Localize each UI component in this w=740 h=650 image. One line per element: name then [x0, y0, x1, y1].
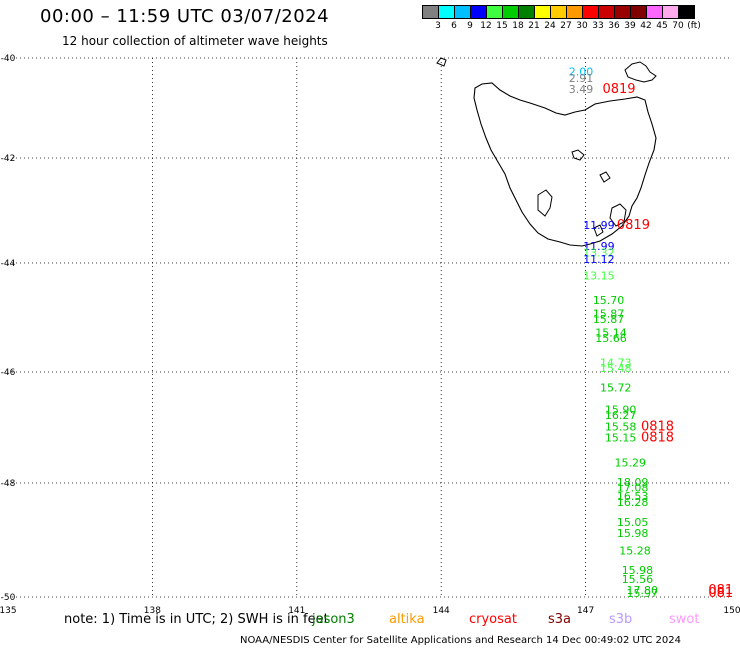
- lake-a: [571, 149, 585, 161]
- wave-height-label: 15.29: [614, 456, 646, 469]
- pass-time-label: 0819: [617, 218, 650, 233]
- legend-cryosat: cryosat: [469, 612, 517, 627]
- colorbar-label: (ft): [687, 21, 701, 31]
- bruny-island: [609, 203, 627, 227]
- pass-time-label: 0819: [602, 82, 635, 97]
- legend-jason3: jason3: [312, 612, 355, 627]
- wave-height-label: 16.53: [617, 490, 649, 503]
- latitude-label: -42: [1, 154, 16, 164]
- wave-height-label: 15.87: [593, 308, 625, 321]
- pass-time-label: 0818: [641, 430, 674, 445]
- wave-height-label: 11.99: [583, 240, 615, 253]
- longitude-label: 141: [288, 606, 305, 616]
- page-title: 00:00 – 11:59 UTC 03/07/2024: [40, 6, 330, 27]
- colorbar-label: 70: [672, 21, 684, 31]
- colorbar-label: 21: [528, 21, 540, 31]
- colorbar-label: 27: [560, 21, 572, 31]
- longitude-label: 144: [433, 606, 450, 616]
- wave-height-label: 15.98: [622, 564, 654, 577]
- pass-time-label: 081: [708, 586, 733, 601]
- latitude-label: -46: [1, 368, 16, 378]
- colorbar-label: 39: [624, 21, 636, 31]
- longitude-label: 135: [0, 606, 17, 616]
- footer-note: note: 1) Time is in UTC; 2) SWH is in fe…: [64, 612, 329, 627]
- longitude-label: 147: [577, 606, 594, 616]
- wave-height-label: 15.56: [622, 573, 654, 586]
- longitude-label: 138: [144, 606, 161, 616]
- pass-time-label: 0818: [641, 419, 674, 434]
- wave-height-label: 15.72: [600, 381, 632, 394]
- wave-height-label: 16.28: [617, 496, 649, 509]
- tasmania-coastline: [436, 57, 657, 247]
- wave-height-label: 13.15: [583, 269, 615, 282]
- page-subtitle: 12 hour collection of altimeter wave hei…: [62, 34, 328, 48]
- legend-altika: altika: [389, 612, 425, 627]
- wave-height-label: 15.97: [627, 587, 659, 600]
- colorbar: [422, 5, 695, 19]
- colorbar-labels: 3 6 9 12 15 18 21 24 27 30 33 36 39 42 45 70 (ft): [422, 21, 740, 33]
- colorbar-label: 6: [451, 21, 457, 31]
- colorbar-label: 33: [592, 21, 604, 31]
- wave-height-label: 17.08: [617, 482, 649, 495]
- lake-c: [599, 171, 611, 183]
- colorbar-swatch: [678, 5, 695, 19]
- longitude-label: 150: [723, 606, 740, 616]
- islet-a: [593, 224, 604, 237]
- wave-height-label: 15.70: [593, 294, 625, 307]
- wave-height-label: 13.32: [583, 247, 615, 260]
- wave-height-label: 15.05: [617, 516, 649, 529]
- pass-time-label: 081: [708, 583, 733, 598]
- colorbar-label: 18: [512, 21, 524, 31]
- legend-swot: swot: [669, 612, 700, 627]
- wave-height-label: 11.99: [583, 219, 615, 232]
- wave-height-label: 15.98: [617, 527, 649, 540]
- legend-s3b: s3b: [609, 612, 633, 627]
- wave-height-label: 2.00: [569, 66, 594, 79]
- wave-height-label: 11.12: [583, 253, 615, 266]
- wave-height-label: 3.49: [569, 83, 594, 96]
- colorbar-label: 9: [467, 21, 473, 31]
- wave-height-label: 17.80: [627, 584, 659, 597]
- wave-height-label: 15.66: [595, 332, 627, 345]
- latitude-label: -44: [1, 259, 16, 269]
- colorbar-label: 30: [576, 21, 588, 31]
- wave-height-label: 15.90: [605, 404, 637, 417]
- wave-height-label: 15.48: [600, 362, 632, 375]
- colorbar-label: 15: [496, 21, 508, 31]
- colorbar-label: 42: [640, 21, 652, 31]
- wave-height-label: 14.73: [600, 357, 632, 370]
- colorbar-label: 12: [480, 21, 492, 31]
- colorbar-label: 45: [656, 21, 668, 31]
- wave-height-label: 18.09: [617, 476, 649, 489]
- wave-height-label: 15.28: [619, 544, 651, 557]
- tasmania-landmass: [473, 82, 657, 247]
- latitude-label: -50: [1, 593, 16, 603]
- wave-height-label: 16.27: [605, 409, 637, 422]
- colorbar-label: 24: [544, 21, 556, 31]
- colorbar-label: 36: [608, 21, 620, 31]
- footer-credit: NOAA/NESDIS Center for Satellite Applica…: [240, 635, 682, 646]
- wave-height-label: 15.87: [593, 313, 625, 326]
- wave-height-label: 15.15: [605, 431, 637, 444]
- colorbar-label: 3: [435, 21, 441, 31]
- flinders-island: [624, 61, 657, 83]
- map-axis-labels: 135 138 141 144 147 150 -40 -42 -44 -46 -48 -50: [0, 54, 740, 616]
- king-island: [436, 57, 447, 67]
- wave-height-label: 15.58: [605, 420, 637, 433]
- lake-b: [537, 189, 553, 217]
- wave-height-label: 2.91: [569, 72, 594, 85]
- latitude-label: -40: [1, 54, 16, 64]
- latitude-label: -48: [1, 479, 16, 489]
- wave-height-label: 15.14: [595, 327, 627, 340]
- legend-s3a: s3a: [548, 612, 572, 627]
